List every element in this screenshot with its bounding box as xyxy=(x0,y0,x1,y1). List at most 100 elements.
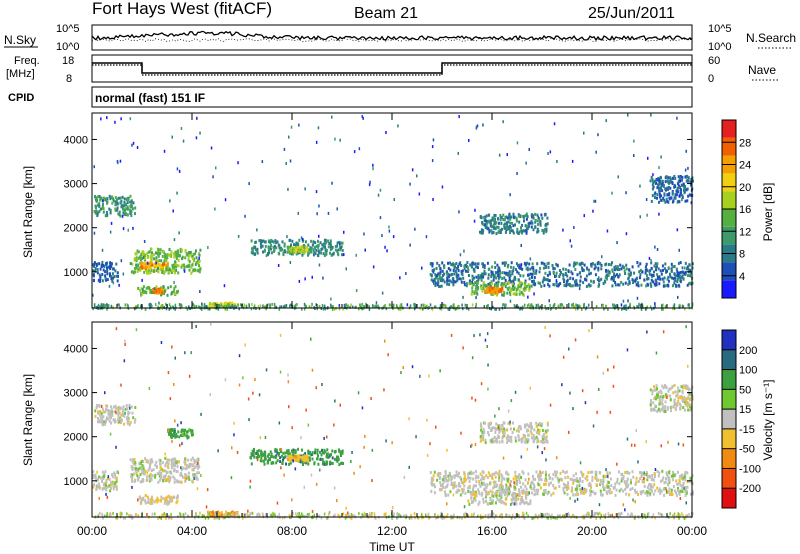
scatter-cell xyxy=(322,276,324,280)
scatter-cell xyxy=(474,262,476,266)
data-cell xyxy=(569,477,572,481)
noise-right-label: N.Search xyxy=(746,31,796,45)
data-cell xyxy=(476,282,479,286)
data-cell xyxy=(94,204,97,208)
data-cell xyxy=(191,456,194,460)
data-cell xyxy=(652,181,655,185)
data-cell xyxy=(687,274,689,277)
data-cell xyxy=(482,435,485,438)
data-cell xyxy=(192,474,195,478)
ground-cell xyxy=(661,304,663,308)
data-cell xyxy=(519,425,522,429)
data-cell xyxy=(589,483,592,487)
data-cell xyxy=(474,287,477,291)
data-cell xyxy=(522,482,525,486)
data-cell xyxy=(511,431,514,435)
ground-cell xyxy=(625,308,628,311)
data-cell xyxy=(620,280,623,284)
scatter-cell xyxy=(142,255,145,259)
data-cell xyxy=(576,487,579,491)
data-cell xyxy=(193,458,196,462)
data-cell xyxy=(92,476,95,479)
data-cell xyxy=(509,427,512,431)
data-cell xyxy=(678,478,681,482)
data-cell xyxy=(145,291,148,295)
ground-cell xyxy=(549,307,552,311)
data-cell xyxy=(112,197,115,201)
data-cell xyxy=(649,486,652,490)
data-cell xyxy=(649,269,652,273)
data-cell xyxy=(310,453,313,457)
ground-cell xyxy=(607,307,609,311)
data-cell xyxy=(609,488,611,492)
data-cell xyxy=(442,478,445,482)
data-cell xyxy=(491,426,494,430)
data-cell xyxy=(271,251,273,255)
data-cell xyxy=(185,474,188,478)
ground-cell xyxy=(316,307,318,311)
data-cell xyxy=(656,196,658,200)
data-cell xyxy=(187,471,190,475)
data-cell xyxy=(167,462,170,466)
colorbar-segment xyxy=(722,137,736,156)
data-cell xyxy=(470,292,473,296)
data-cell xyxy=(559,282,562,286)
scatter-cell xyxy=(122,227,125,231)
data-cell xyxy=(646,478,649,482)
data-cell xyxy=(656,193,659,197)
data-cell xyxy=(671,478,674,482)
data-cell xyxy=(144,499,147,503)
data-cell xyxy=(668,476,671,480)
data-cell xyxy=(646,471,649,475)
data-cell xyxy=(683,191,686,195)
data-cell xyxy=(279,248,282,252)
scatter-cell xyxy=(385,131,387,134)
data-cell xyxy=(467,472,470,476)
ground-cell xyxy=(245,305,248,309)
data-cell xyxy=(532,214,535,218)
data-cell xyxy=(142,253,145,257)
data-cell xyxy=(465,263,468,267)
data-cell xyxy=(496,483,498,487)
data-cell xyxy=(536,219,539,223)
data-cell xyxy=(131,479,134,483)
data-cell xyxy=(614,283,617,287)
ground-cell xyxy=(279,305,281,309)
data-cell xyxy=(157,252,159,256)
ground-cell xyxy=(220,303,223,307)
data-cell xyxy=(673,474,676,478)
scatter-cell xyxy=(302,237,304,241)
data-cell xyxy=(130,474,133,478)
ground-cell xyxy=(584,307,587,311)
data-cell xyxy=(507,225,510,229)
data-cell xyxy=(104,214,107,218)
ground-cell xyxy=(108,304,110,308)
freq-tick-bottom: 8 xyxy=(66,73,72,85)
nave-tick-bottom: 0 xyxy=(708,73,714,85)
data-cell xyxy=(130,214,133,217)
ground-cell xyxy=(257,305,260,309)
data-cell xyxy=(674,278,677,282)
ground-cell xyxy=(575,303,577,307)
ground-cell xyxy=(445,304,447,308)
ground-cell xyxy=(350,303,352,307)
scatter-cell xyxy=(388,229,391,233)
data-cell xyxy=(500,482,503,486)
data-cell xyxy=(139,473,142,477)
data-cell xyxy=(267,240,270,244)
data-cell xyxy=(607,269,610,273)
data-cell xyxy=(595,471,598,474)
data-cell xyxy=(519,215,522,219)
data-cell xyxy=(190,458,193,462)
data-cell xyxy=(582,491,584,495)
scatter-cell xyxy=(414,227,416,231)
data-cell xyxy=(186,253,189,257)
ground-cell xyxy=(422,303,425,307)
data-cell xyxy=(546,216,549,220)
ground-cell xyxy=(352,305,354,309)
data-cell xyxy=(323,462,326,466)
ground-cell xyxy=(581,307,583,311)
data-cell xyxy=(454,280,457,284)
data-cell xyxy=(337,458,340,461)
scatter-cell xyxy=(237,234,240,238)
